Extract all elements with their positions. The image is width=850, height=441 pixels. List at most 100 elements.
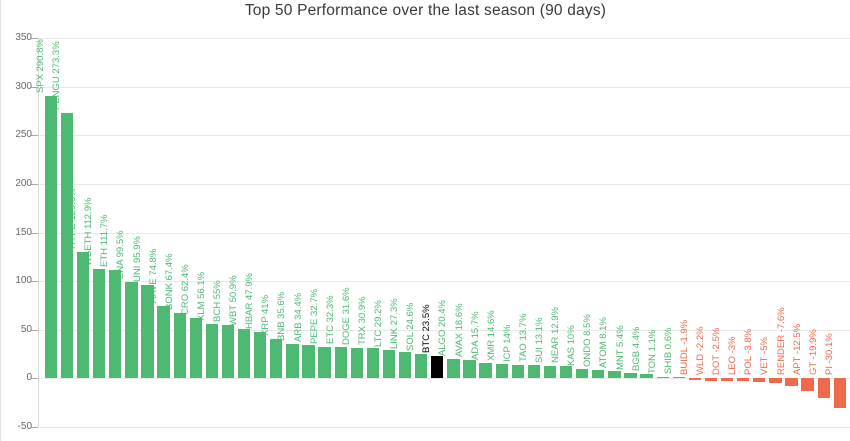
bar-label-bonk: BONK 67.4%	[163, 253, 175, 310]
y-tick-mark	[31, 38, 38, 40]
bar-label-algo: ALGO 20.4%	[437, 299, 449, 356]
y-tick-label: 50	[20, 323, 32, 335]
bar-algo	[447, 358, 460, 379]
bar-bnb	[286, 343, 299, 379]
y-tick-mark	[31, 232, 38, 234]
bar-near	[559, 365, 573, 379]
bar-doge	[350, 347, 363, 379]
bar-label-ena: ENA 99.5%	[115, 230, 127, 279]
y-gridline	[38, 427, 850, 429]
bar-hype	[76, 252, 90, 379]
bar-icp	[511, 364, 524, 379]
bar-wld	[704, 378, 718, 381]
bar-ton	[656, 377, 669, 379]
y-gridline	[38, 232, 850, 234]
bar-xlm	[205, 323, 219, 379]
y-tick-mark	[31, 281, 38, 283]
bar-link	[398, 351, 412, 379]
bar-pengu	[60, 112, 74, 379]
bar-cro	[189, 317, 202, 379]
bar-atom	[608, 370, 621, 379]
bar-trx	[366, 348, 380, 379]
bar-bgb	[640, 374, 653, 379]
bar-label-wbt: WBT 50.9%	[228, 275, 240, 326]
bar-label-pi: PI -30.1%	[823, 333, 835, 376]
y-tick-label: 100	[15, 275, 32, 287]
bar-label-trx: TRX 30.9%	[356, 296, 368, 346]
y-gridline	[38, 329, 850, 331]
bar-aave	[157, 305, 170, 379]
y-tick-label: 200	[15, 177, 32, 189]
y-tick-mark	[31, 86, 38, 88]
bar-shib	[672, 377, 685, 379]
bar-label-bnb: BNB 35.6%	[276, 291, 288, 341]
y-tick-label: 150	[15, 226, 32, 238]
bar-arb	[302, 344, 315, 379]
bar-label-avax: AVAX 18.6%	[453, 303, 465, 358]
bar-label-wbeth: WBETH 112.9%	[83, 197, 95, 266]
bar-label-ton: TON 1.1%	[646, 330, 658, 375]
bar-label-vet: VET -5%	[759, 337, 771, 376]
bar-label-mnt: MNT 5.4%	[614, 325, 626, 371]
y-tick-mark	[31, 427, 38, 429]
bar-ltc	[382, 350, 396, 379]
y-gridline	[38, 86, 850, 88]
bar-ada	[479, 363, 492, 379]
bar-label-leo: LEO -3%	[727, 336, 739, 376]
y-tick-label: -50	[17, 421, 32, 433]
bar-label-btc: BTC 23.5%	[421, 303, 433, 353]
y-tick-mark	[31, 183, 38, 185]
bar-label-buidl: BUIDL -1.9%	[678, 320, 690, 376]
bar-label-eth: ETH 111.7%	[99, 214, 111, 267]
bar-label-uni: UNI 95.9%	[131, 236, 143, 283]
y-gridline	[38, 281, 850, 283]
bar-label-sol: SOL 24.6%	[405, 303, 417, 352]
bar-label-pepe: PEPE 32.7%	[308, 288, 320, 344]
bar-leo	[737, 378, 750, 382]
bar-pepe	[318, 346, 331, 379]
y-tick-label: 0	[26, 372, 32, 384]
bar-label-tao: TAO 13.7%	[517, 313, 529, 363]
bar-bch	[221, 324, 235, 379]
bar-kas	[576, 368, 589, 379]
bar-label-xmr: XMR 14.6%	[485, 310, 497, 362]
bar-avax	[463, 360, 476, 379]
bar-btc	[431, 355, 444, 379]
bar-label-hbar: HBAR 47.9%	[244, 272, 256, 329]
bar-label-gt: GT -19.9%	[807, 329, 819, 376]
bar-bonk	[173, 312, 186, 379]
bar-label-ltc: LTC 29.2%	[373, 300, 384, 347]
bar-wbt	[237, 328, 251, 379]
bar-hbar	[254, 331, 267, 379]
bar-label-near: NEAR 12.9%	[550, 306, 562, 363]
bar-label-render: RENDER -7.6%	[775, 307, 787, 376]
bar-label-shib: SHIB 0.6%	[662, 327, 674, 375]
bar-label-apt: APT -12.5%	[791, 324, 803, 376]
bar-wbeth	[93, 268, 106, 379]
bar-label-link: LINK 27.3%	[389, 298, 401, 349]
bar-gt	[817, 378, 830, 398]
bar-label-cro: CRO 62.4%	[179, 264, 191, 315]
bar-spx	[44, 95, 58, 379]
bar-etc	[334, 346, 347, 379]
bar-label-dot: DOT -2.5%	[711, 328, 723, 376]
bar-uni	[141, 285, 154, 379]
bar-label-etc: ETC 32.3%	[324, 295, 336, 344]
bar-label-arb: ARB 34.4%	[292, 292, 304, 342]
y-tick-label: 300	[15, 80, 32, 92]
bar-label-wld: WLD -2.2%	[695, 326, 706, 376]
y-tick-mark	[31, 378, 38, 380]
y-gridline	[38, 378, 850, 380]
bar-eth	[109, 269, 122, 379]
bar-dot	[720, 378, 734, 381]
bar-label-doge: DOGE 31.6%	[340, 287, 352, 345]
bar-label-hype: HYPE 129.8%	[67, 188, 79, 250]
bar-apt	[801, 378, 814, 391]
bar-label-xrp: XRP 41%	[260, 294, 272, 336]
bar-pi	[833, 378, 846, 408]
bar-label-pengu: PENGU 273.3%	[51, 40, 62, 110]
bar-label-bch: BCH 55%	[212, 280, 223, 322]
bar-label-ondo: ONDO 8.5%	[582, 314, 594, 368]
bar-render	[785, 378, 798, 386]
